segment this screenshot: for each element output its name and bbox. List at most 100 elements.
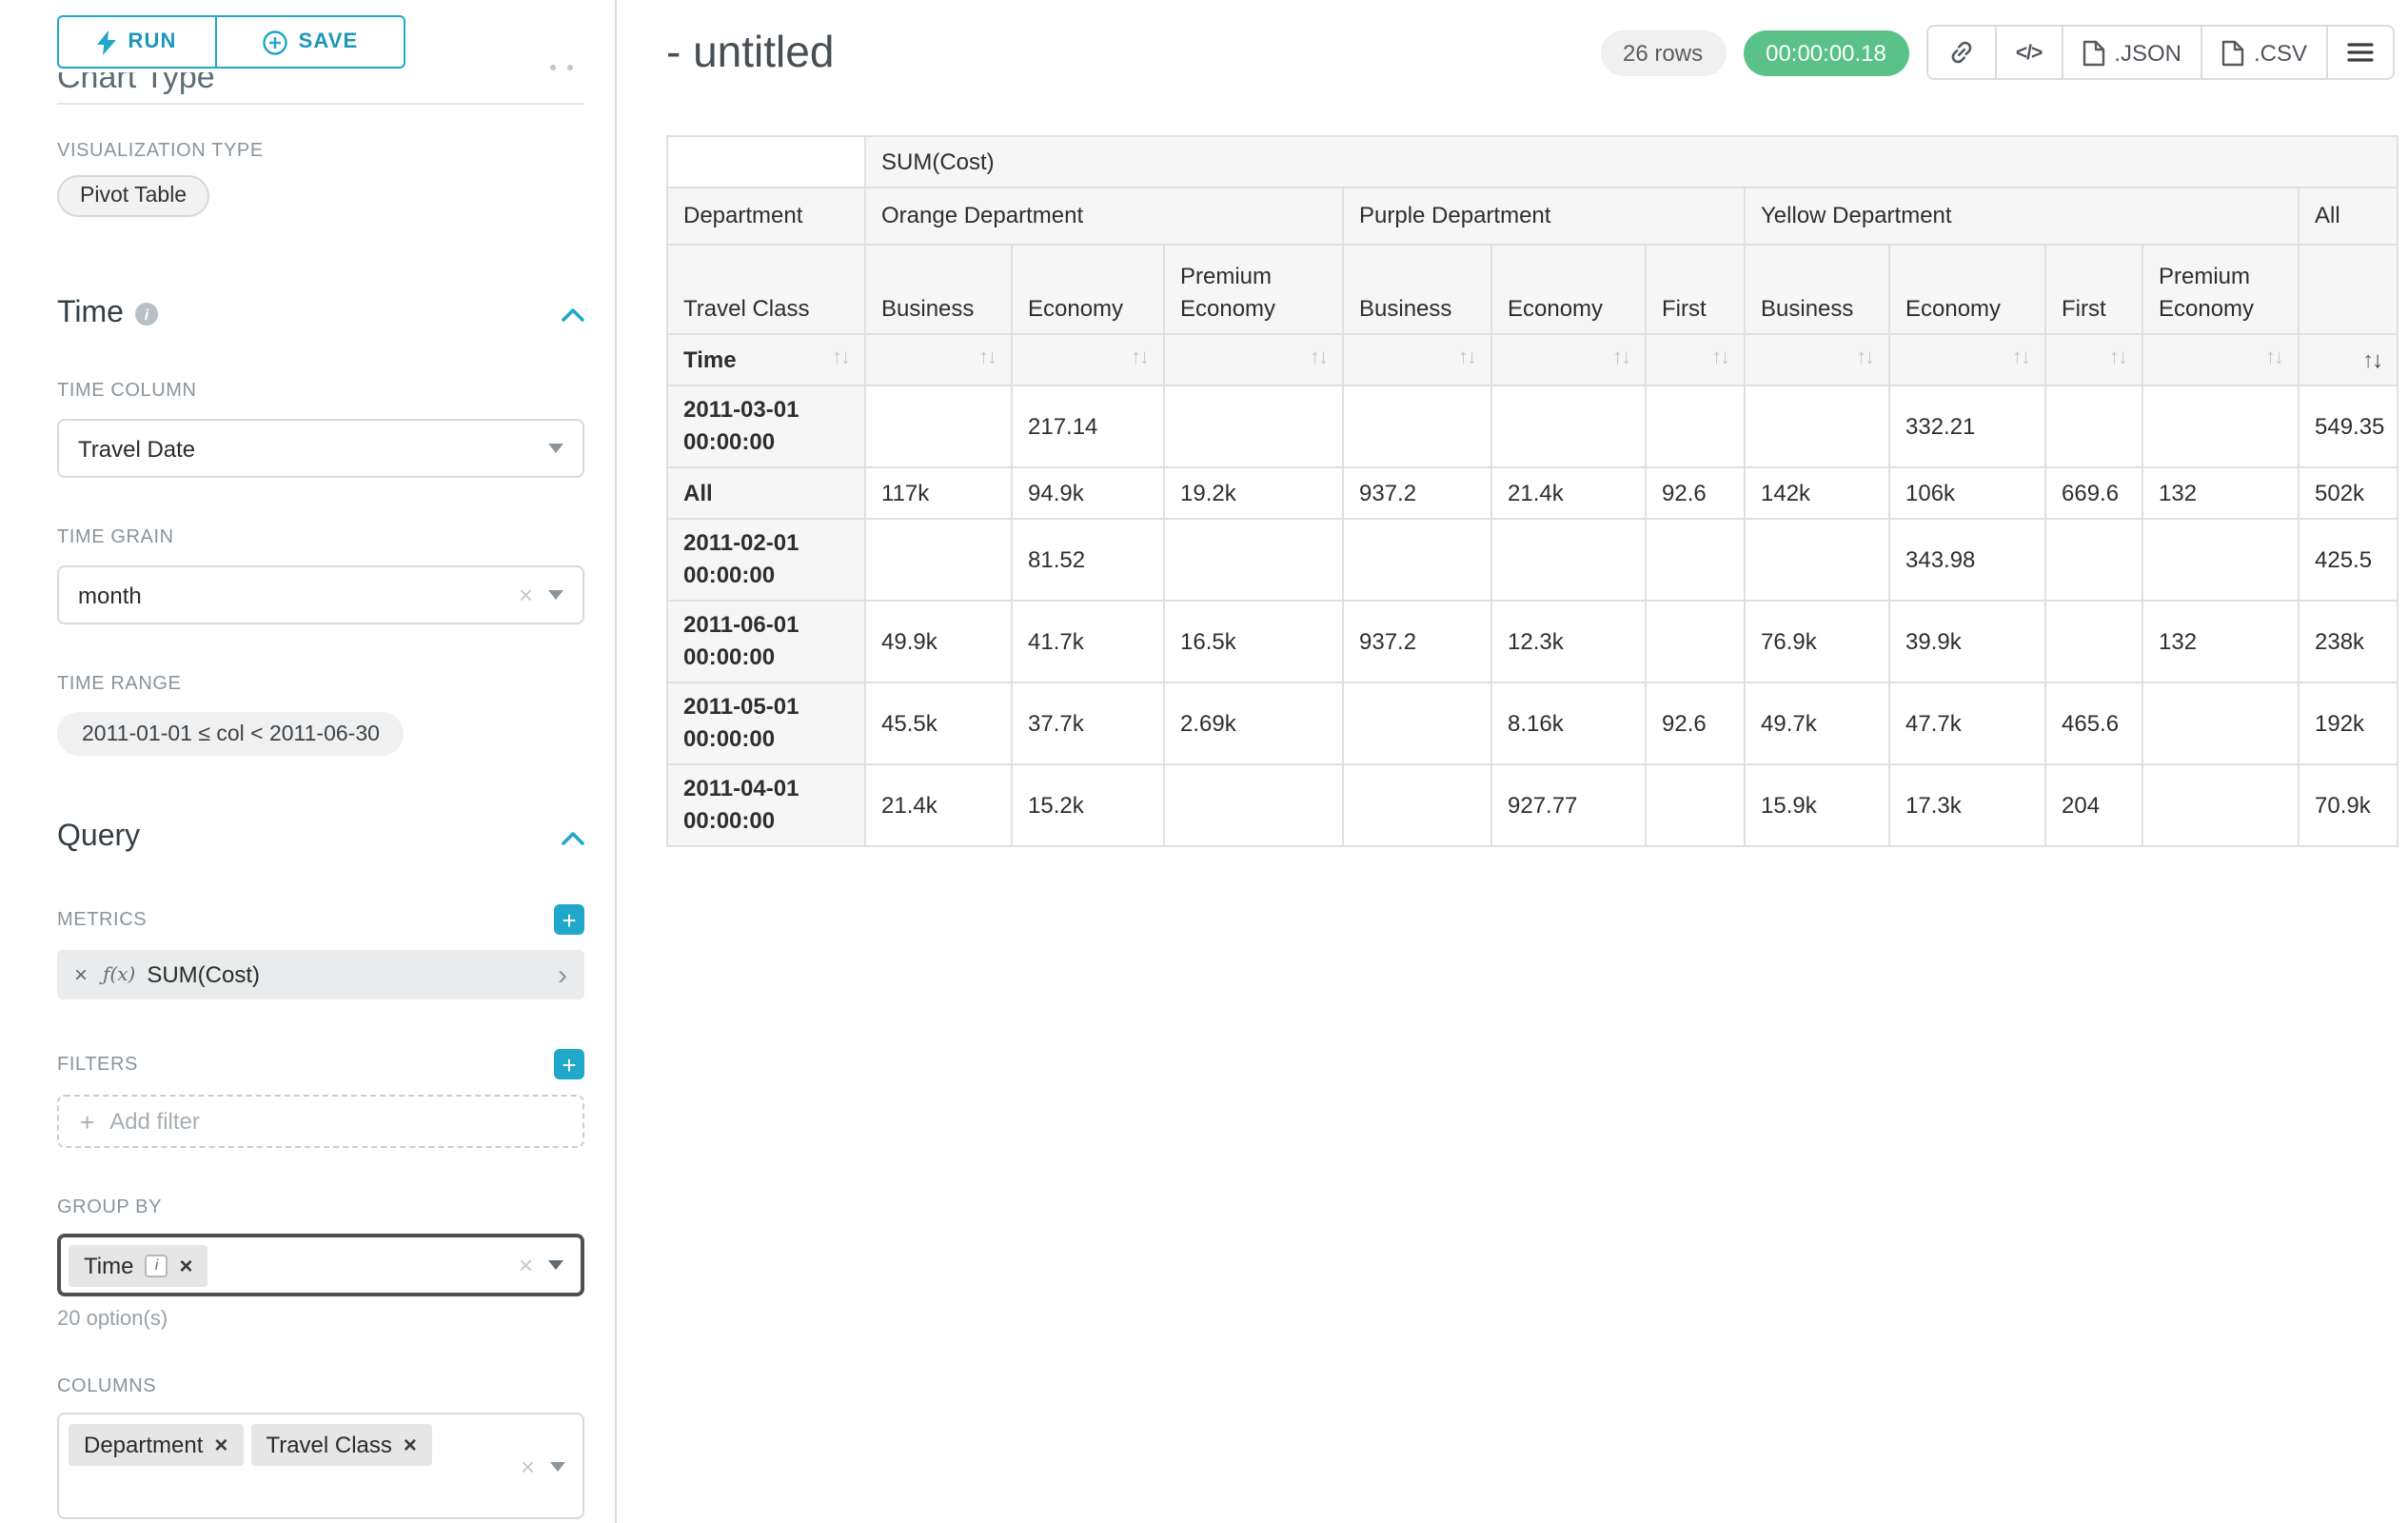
pivot-value-cell: 937.2	[1342, 466, 1492, 520]
clear-icon[interactable]: ×	[518, 581, 533, 609]
pivot-value-cell	[864, 518, 1013, 602]
time-grain-select[interactable]: month ×	[57, 565, 584, 624]
run-button-label: RUN	[128, 30, 177, 53]
pivot-value-cell	[1163, 385, 1344, 468]
metric-option[interactable]: × ƒ(x) SUM(Cost) ›	[57, 950, 584, 999]
pivot-data-row: 2011-03-01 00:00:00 217.14 332.21 549.35	[666, 385, 2399, 468]
remove-chip-icon[interactable]: ×	[403, 1432, 417, 1458]
pivot-value-cell: 49.9k	[864, 600, 1013, 683]
group-by-select[interactable]: Time i × ×	[57, 1234, 584, 1296]
sort-icon[interactable]: ↑↓	[1131, 346, 1150, 370]
row-header-time: 2011-05-01 00:00:00	[666, 682, 866, 765]
pivot-value-cell: 2.69k	[1163, 682, 1344, 765]
sort-icon[interactable]: ↑↓	[2265, 346, 2284, 370]
sort-icon[interactable]: ↑↓	[1856, 346, 1875, 370]
pivot-value-cell: 8.16k	[1490, 682, 1647, 765]
pivot-value-cell: 425.5	[2297, 518, 2399, 602]
caret-down-icon	[548, 444, 563, 453]
pivot-data-row: 2011-04-01 00:00:00 21.4k 15.2k 927.77 15.9k…	[666, 763, 2399, 847]
add-metric-button[interactable]: +	[554, 904, 584, 935]
pivot-value-cell	[1342, 682, 1492, 765]
time-collapse-chevron-icon[interactable]	[562, 307, 584, 321]
pivot-value-cell	[1163, 763, 1344, 847]
sort-icon[interactable]: ↑↓	[1310, 346, 1329, 370]
pivot-value-cell: 117k	[864, 466, 1013, 520]
share-link-button[interactable]	[1925, 25, 1997, 80]
save-button[interactable]: SAVE	[215, 15, 405, 69]
link-icon	[1951, 41, 1972, 64]
selected-option-chip[interactable]: Time i ×	[69, 1244, 208, 1286]
export-csv-button[interactable]: .CSV	[2200, 25, 2328, 80]
sort-icon[interactable]: ↑↓	[2012, 346, 2031, 370]
pivot-value-cell: 15.9k	[1744, 763, 1890, 847]
pivot-value-cell: 502k	[2297, 466, 2399, 520]
pivot-value-cell: 16.5k	[1163, 600, 1344, 683]
pivot-value-cell	[2044, 385, 2143, 468]
add-filter-plus-button[interactable]: +	[554, 1049, 584, 1079]
query-collapse-chevron-icon[interactable]	[562, 831, 584, 844]
save-button-label: SAVE	[298, 30, 359, 53]
embed-code-button[interactable]: </>	[1994, 25, 2063, 80]
chip-label: Department	[84, 1432, 204, 1458]
chart-title[interactable]: - untitled	[666, 27, 835, 76]
sort-icon[interactable]: ↑↓	[1458, 346, 1477, 370]
time-section-title: Time	[57, 297, 124, 329]
pivot-sort-row: Time ↑↓ ↑↓ ↑↓ ↑↓ ↑↓ ↑↓ ↑↓ ↑↓ ↑↓ ↑↓ ↑↓ ↑↓	[666, 333, 2399, 386]
remove-chip-icon[interactable]: ×	[179, 1252, 193, 1278]
pivot-value-cell	[1645, 518, 1746, 602]
expand-metric-icon[interactable]: ›	[558, 959, 567, 991]
filters-label-row: FILTERS +	[57, 1049, 584, 1079]
time-range-value[interactable]: 2011-01-01 ≤ col < 2011-06-30	[57, 712, 405, 756]
caret-down-icon	[548, 590, 563, 600]
pivot-value-cell: 332.21	[1888, 385, 2046, 468]
query-section-header: Query	[57, 821, 584, 855]
time-column-select[interactable]: Travel Date	[57, 419, 584, 478]
sort-icon[interactable]: ↑↓	[978, 346, 997, 370]
pivot-value-cell	[1490, 385, 1647, 468]
code-icon: </>	[2015, 41, 2043, 64]
sort-cell: ↑↓	[1645, 333, 1746, 386]
add-filter-button[interactable]: + Add filter	[57, 1095, 584, 1148]
remove-chip-icon[interactable]: ×	[214, 1432, 228, 1458]
pivot-value-cell: 92.6	[1645, 682, 1746, 765]
pivot-travel-class-row: Travel Class Business Economy Premium Econo…	[666, 244, 2399, 335]
sort-cell: ↑↓	[1744, 333, 1890, 386]
menu-button[interactable]	[2326, 25, 2395, 80]
pivot-value-cell	[1744, 385, 1890, 468]
pivot-data-row: All 117k 94.9k 19.2k 937.2 21.4k 92.6 142k 106k 6…	[666, 466, 2399, 520]
row-count-badge: 26 rows	[1600, 30, 1727, 75]
group-by-controls: ×	[519, 1253, 563, 1277]
remove-metric-icon[interactable]: ×	[74, 961, 89, 988]
panel-resize-handle[interactable]	[550, 65, 573, 70]
sort-icon[interactable]: ↑↓	[832, 346, 851, 369]
pivot-value-cell	[864, 385, 1013, 468]
selected-option-chip[interactable]: Department ×	[69, 1424, 244, 1466]
pivot-body: 2011-03-01 00:00:00 217.14 332.21 549.35 All…	[666, 385, 2399, 847]
selected-option-chip[interactable]: Travel Class ×	[250, 1424, 432, 1466]
export-json-button[interactable]: .JSON	[2061, 25, 2202, 80]
section-divider	[57, 103, 584, 105]
chip-label: Time	[84, 1252, 134, 1278]
sort-icon[interactable]: ↑↓	[1612, 346, 1631, 370]
pivot-value-cell: 12.3k	[1490, 600, 1647, 683]
save-plus-icon	[262, 30, 287, 54]
caret-down-icon[interactable]	[550, 1461, 565, 1471]
time-info-icon[interactable]: i	[134, 303, 158, 326]
clear-icon[interactable]: ×	[520, 1452, 535, 1480]
caret-down-icon[interactable]	[548, 1260, 563, 1270]
sort-icon[interactable]: ↑↓	[2109, 346, 2128, 370]
run-button[interactable]: RUN	[57, 15, 217, 69]
travel-class-header	[2297, 244, 2399, 335]
clear-icon[interactable]: ×	[518, 1251, 533, 1279]
pivot-value-cell: 21.4k	[1490, 466, 1647, 520]
columns-select[interactable]: Department × Travel Class × ×	[57, 1413, 584, 1519]
sort-icon-active[interactable]: ↑↓	[2362, 346, 2383, 373]
visualization-type-value[interactable]: Pivot Table	[57, 175, 210, 217]
file-icon	[2082, 39, 2104, 66]
column-info-icon[interactable]: i	[145, 1254, 168, 1276]
filters-label: FILTERS	[57, 1054, 138, 1075]
chip-label: Travel Class	[266, 1432, 392, 1458]
time-column-label: TIME COLUMN	[57, 381, 197, 402]
time-range-label: TIME RANGE	[57, 674, 182, 695]
sort-icon[interactable]: ↑↓	[1711, 346, 1730, 370]
